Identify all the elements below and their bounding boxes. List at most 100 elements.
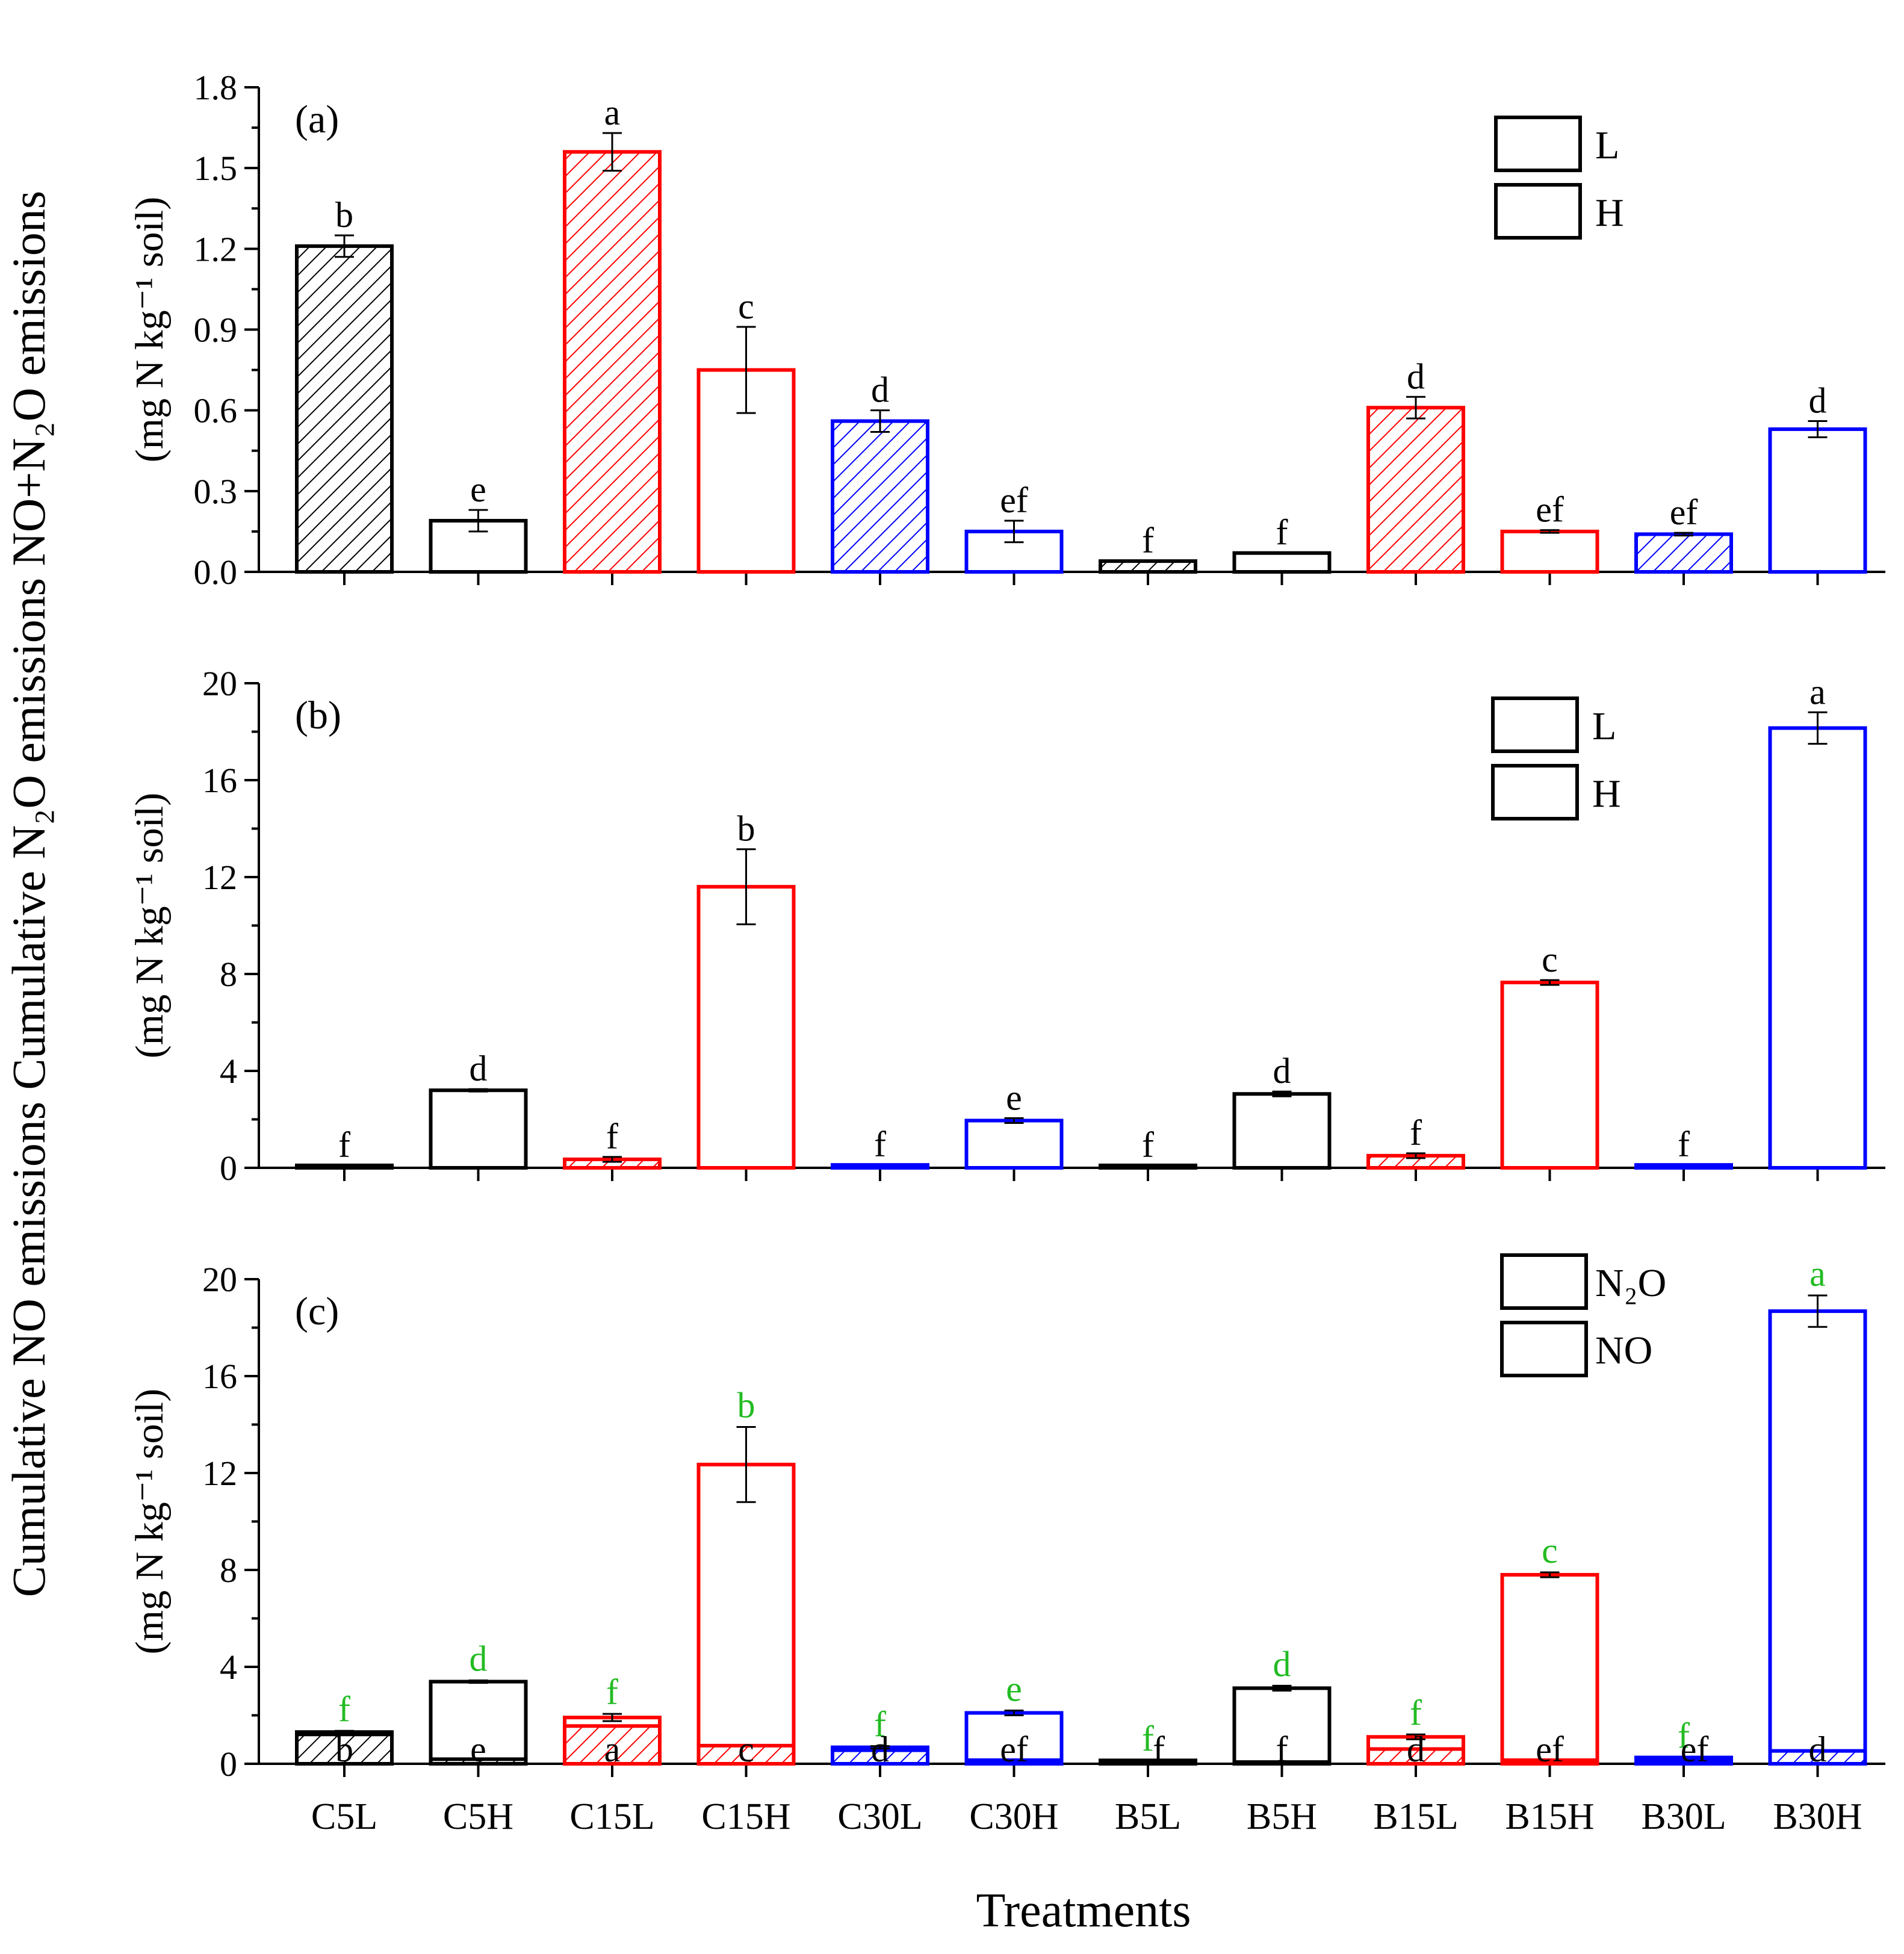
x-tick-label: B15L xyxy=(1373,1796,1458,1837)
y-tick-label: 16 xyxy=(202,1357,237,1396)
x-tick-label: B30L xyxy=(1641,1796,1726,1837)
panel-label: (c) xyxy=(295,1289,339,1333)
significance-letter: e xyxy=(470,470,486,509)
y-tick-label: 0.6 xyxy=(194,391,238,430)
significance-letter: d xyxy=(1809,381,1827,421)
y-tick-label: 0 xyxy=(220,1149,237,1188)
no-significance-letter: ef xyxy=(1681,1729,1709,1769)
significance-letter: f xyxy=(606,1117,618,1156)
bar xyxy=(831,1163,929,1170)
significance-letter: e xyxy=(1006,1078,1022,1117)
bar xyxy=(295,1163,394,1170)
x-tick-label: C30H xyxy=(969,1796,1058,1837)
bar-total xyxy=(964,1711,1064,1766)
total-significance-letter: d xyxy=(470,1639,488,1679)
bar xyxy=(696,885,796,1170)
y-tick-label: 8 xyxy=(220,955,237,994)
bar xyxy=(1500,529,1599,574)
x-tick-label: C30L xyxy=(837,1796,922,1837)
y-tick-label: 1.5 xyxy=(194,149,238,188)
no-significance-letter: f xyxy=(1153,1729,1165,1769)
bar xyxy=(1099,559,1197,574)
y-axis-label: (mg N kg⁻¹ soil) xyxy=(128,1389,172,1654)
panel-label: (b) xyxy=(295,693,341,737)
significance-letter: a xyxy=(604,93,621,132)
significance-letter: ef xyxy=(1536,490,1564,530)
x-tick-label: C15H xyxy=(701,1796,790,1837)
no-significance-letter: d xyxy=(871,1729,889,1769)
bar-no-segment xyxy=(1772,1751,1864,1764)
significance-letter: ef xyxy=(1000,480,1028,520)
bar xyxy=(429,1088,528,1170)
no-significance-letter: f xyxy=(1276,1729,1288,1769)
y-tick-label: 1.2 xyxy=(194,229,238,268)
significance-letter: f xyxy=(1276,513,1288,553)
panel-a: 0.0 0.3 0.6 0.9 1.2 1.5 1.8 (mg N kg⁻¹ soil) (a)… xyxy=(128,68,1885,592)
no-significance-letter: e xyxy=(470,1729,486,1769)
no-significance-letter: c xyxy=(738,1729,754,1769)
no-significance-letter: ef xyxy=(1000,1729,1028,1769)
y-tick-label: 0.0 xyxy=(194,553,238,592)
bar xyxy=(1232,1092,1332,1170)
total-significance-letter: e xyxy=(1006,1669,1022,1708)
bar-no-segment xyxy=(968,1760,1060,1764)
bar xyxy=(1099,1163,1197,1170)
significance-letter: ef xyxy=(1670,492,1698,532)
y-tick-label: 20 xyxy=(202,1260,237,1299)
legend-label: H xyxy=(1592,772,1621,816)
total-significance-letter: f xyxy=(874,1705,886,1745)
legend-label: H xyxy=(1595,191,1624,235)
y-axis-label: (mg N kg⁻¹ soil) xyxy=(128,197,172,462)
total-significance-letter: b xyxy=(737,1386,755,1425)
bar-total xyxy=(1768,1309,1867,1766)
legend-swatch-hatched xyxy=(1500,1321,1588,1377)
significance-letter: b xyxy=(737,809,755,849)
bar xyxy=(295,244,394,574)
total-significance-letter: f xyxy=(338,1689,350,1729)
bar-no-segment xyxy=(1370,1749,1462,1764)
significance-letter: c xyxy=(1542,940,1558,979)
no-significance-letter: d xyxy=(1809,1729,1827,1769)
x-tick-label: B5L xyxy=(1115,1796,1181,1837)
legend-swatch-hatched xyxy=(1494,116,1582,172)
bar xyxy=(1634,532,1733,574)
total-significance-letter: c xyxy=(1542,1531,1558,1571)
no-significance-letter: d xyxy=(1407,1729,1425,1769)
bar xyxy=(831,419,929,574)
x-tick-label: B15H xyxy=(1505,1796,1594,1837)
significance-letter: d xyxy=(1273,1051,1291,1091)
y-tick-label: 0 xyxy=(220,1745,237,1784)
x-tick-label: B5H xyxy=(1247,1796,1317,1837)
legend-swatch-open xyxy=(1491,764,1579,820)
y-tick-label: 20 xyxy=(202,664,237,703)
bar xyxy=(964,1118,1064,1170)
y-tick-label: 12 xyxy=(202,858,237,897)
bar xyxy=(696,368,796,574)
legend-swatch-open xyxy=(1500,1253,1588,1310)
bar xyxy=(1768,427,1867,574)
legend-label: L xyxy=(1592,704,1616,748)
significance-letter: c xyxy=(738,287,754,326)
bar-no-segment xyxy=(432,1759,524,1764)
significance-letter: d xyxy=(871,370,889,410)
y-tick-label: 1.8 xyxy=(194,68,238,107)
panel-b: 0 4 8 12 16 20 (mg N kg⁻¹ soil) (b) f d f b f e f d f c f a… xyxy=(128,664,1885,1188)
x-tick-label: C15L xyxy=(569,1796,654,1837)
shared-y-label: Cumulative NO emissions Cumulative N₂O e… xyxy=(2,191,55,1598)
significance-letter: b xyxy=(335,195,353,235)
significance-letter: d xyxy=(470,1049,488,1088)
x-tick-label: B30H xyxy=(1773,1796,1862,1837)
bar-no-segment xyxy=(1504,1760,1596,1764)
total-significance-letter: f xyxy=(1678,1716,1690,1756)
bar-total xyxy=(696,1462,796,1766)
significance-letter: f xyxy=(1142,521,1154,560)
significance-letter: f xyxy=(338,1125,350,1165)
legend-label: N₂O xyxy=(1595,1261,1666,1305)
legend-swatch-hatched xyxy=(1491,696,1579,753)
total-significance-letter: f xyxy=(1142,1719,1154,1758)
bar xyxy=(563,150,662,574)
no-significance-letter: ef xyxy=(1536,1729,1564,1769)
bar-no-segment xyxy=(566,1726,658,1764)
significance-letter: f xyxy=(1142,1125,1154,1165)
